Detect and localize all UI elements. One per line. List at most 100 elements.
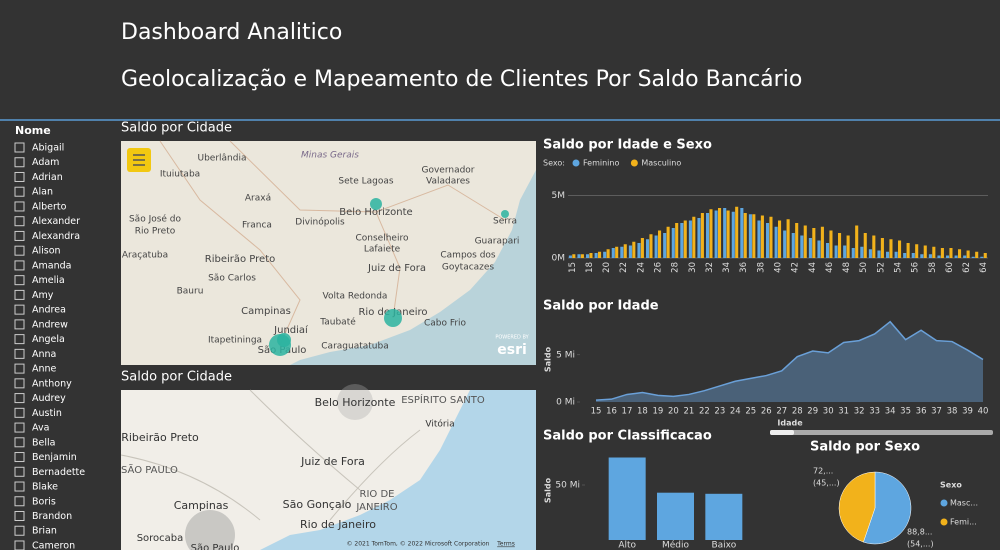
- map-label: Cabo Frio: [424, 319, 467, 329]
- slicer-item[interactable]: Angela: [32, 334, 65, 345]
- checkbox[interactable]: [14, 171, 25, 182]
- checkbox[interactable]: [14, 260, 25, 271]
- checkbox[interactable]: [14, 348, 25, 359]
- bar: [675, 223, 679, 258]
- checkbox[interactable]: [14, 245, 25, 256]
- x-tick-label: 36: [739, 262, 749, 273]
- bar: [800, 235, 804, 258]
- checkbox[interactable]: [14, 334, 25, 345]
- bar: [572, 254, 576, 258]
- slicer-item[interactable]: Ava: [32, 423, 49, 434]
- slicer-item[interactable]: Alison: [32, 246, 61, 257]
- slicer-item[interactable]: Benjamin: [32, 452, 77, 463]
- checkbox[interactable]: [14, 230, 25, 241]
- x-tick-label: 21: [683, 407, 694, 417]
- slicer-item[interactable]: Amanda: [32, 260, 71, 271]
- map-label: São José do: [129, 214, 182, 225]
- slicer-item[interactable]: Alexandra: [32, 231, 80, 242]
- slicer-item[interactable]: Brian: [32, 526, 57, 537]
- map-terms[interactable]: Terms: [496, 541, 515, 548]
- slicer-item[interactable]: Adrian: [32, 172, 63, 183]
- bar: [846, 235, 850, 258]
- chart-title: Saldo por Idade e Sexo: [543, 138, 712, 153]
- map-label: Serra: [493, 217, 517, 227]
- bar: [906, 243, 910, 258]
- data-label: 72,...: [813, 467, 833, 476]
- checkbox[interactable]: [14, 452, 25, 463]
- slicer-item[interactable]: Bernadette: [32, 467, 85, 478]
- bar: [697, 218, 701, 258]
- bar: [598, 251, 602, 258]
- slicer-item[interactable]: Andrea: [32, 305, 66, 316]
- x-tick-label: 23: [714, 407, 725, 417]
- checkbox[interactable]: [14, 407, 25, 418]
- checkbox[interactable]: [14, 201, 25, 212]
- bar: [783, 230, 787, 258]
- checkbox[interactable]: [14, 466, 25, 477]
- slicer-item[interactable]: Alan: [32, 187, 53, 198]
- x-tick-label: 58: [928, 262, 938, 273]
- x-tick-label: 17: [622, 407, 633, 417]
- checkbox[interactable]: [14, 496, 25, 507]
- bar: [718, 208, 722, 258]
- slicer-item[interactable]: Boris: [32, 496, 56, 507]
- x-tick-label: 26: [761, 407, 772, 417]
- slicer-item[interactable]: Austin: [32, 408, 62, 419]
- slicer-item[interactable]: Alberto: [32, 201, 67, 212]
- map-sea: [260, 390, 536, 550]
- checkbox[interactable]: [14, 186, 25, 197]
- slicer-item[interactable]: Bella: [32, 437, 55, 448]
- checkbox[interactable]: [14, 216, 25, 227]
- slicer-item[interactable]: Alexander: [32, 216, 80, 227]
- checkbox[interactable]: [14, 319, 25, 330]
- checkbox[interactable]: [14, 142, 25, 153]
- checkbox[interactable]: [14, 363, 25, 374]
- map-label: Valadares: [426, 177, 470, 187]
- slicer-item[interactable]: Abigail: [32, 143, 64, 154]
- slicer-title: Nome: [15, 124, 51, 137]
- map-heat: [185, 510, 235, 550]
- bar: [632, 241, 636, 258]
- map-label: Taubaté: [319, 317, 356, 328]
- slicer-item[interactable]: Anthony: [32, 378, 72, 389]
- slicer-item[interactable]: Anne: [32, 364, 57, 375]
- y-axis-label: Saldo: [544, 346, 553, 372]
- bar: [688, 220, 692, 258]
- scrollbar-thumb[interactable]: [770, 430, 794, 435]
- bar: [760, 215, 764, 258]
- checkbox[interactable]: [14, 525, 25, 536]
- bar: [855, 225, 859, 258]
- checkbox[interactable]: [14, 304, 25, 315]
- checkbox[interactable]: [14, 511, 25, 521]
- map-label: Belo Horizonte: [315, 396, 396, 409]
- bar: [863, 233, 867, 258]
- checkbox[interactable]: [14, 393, 25, 404]
- bar: [843, 245, 847, 258]
- checkbox[interactable]: [14, 157, 25, 168]
- scrollbar[interactable]: [770, 430, 993, 435]
- checkbox[interactable]: [14, 481, 25, 492]
- x-tick-label: 16: [606, 407, 617, 417]
- bar: [657, 492, 694, 540]
- checkbox[interactable]: [14, 437, 25, 448]
- slicer-item[interactable]: Amelia: [32, 275, 65, 286]
- checkbox[interactable]: [14, 275, 25, 286]
- map-1: Uberlândia Minas Gerais Ituiutaba Sete L…: [121, 140, 536, 365]
- x-tick-label: 37: [931, 407, 942, 417]
- checkbox[interactable]: [14, 378, 25, 389]
- bar: [589, 253, 593, 258]
- bar: [966, 250, 970, 258]
- slicer-item[interactable]: Andrew: [32, 319, 68, 330]
- slicer-item[interactable]: Adam: [32, 157, 59, 168]
- bar: [752, 214, 756, 258]
- slicer-item[interactable]: Audrey: [32, 393, 66, 404]
- checkbox[interactable]: [14, 289, 25, 300]
- slicer-item[interactable]: Brandon: [32, 511, 72, 522]
- checkbox[interactable]: [14, 422, 25, 433]
- slicer-item[interactable]: Anna: [32, 349, 56, 360]
- slicer-item[interactable]: Cameron: [32, 540, 75, 550]
- x-axis-label: Idade: [777, 419, 803, 428]
- slicer-item[interactable]: Amy: [32, 290, 54, 301]
- map-label: Franca: [242, 221, 272, 231]
- slicer-item[interactable]: Blake: [32, 482, 58, 493]
